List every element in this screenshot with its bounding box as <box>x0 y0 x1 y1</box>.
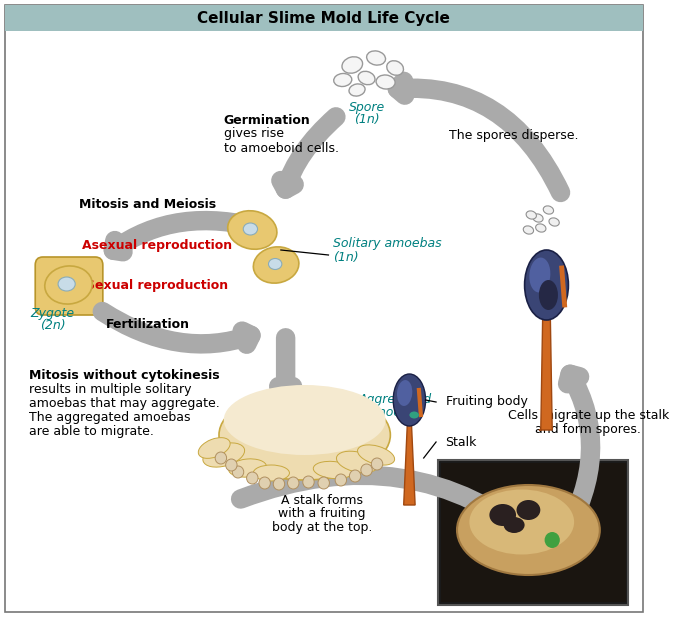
Text: body at the top.: body at the top. <box>271 521 372 534</box>
Text: Cells migrate up the stalk: Cells migrate up the stalk <box>508 408 669 421</box>
Circle shape <box>233 466 243 478</box>
Text: (1n): (1n) <box>354 114 379 126</box>
Ellipse shape <box>342 57 362 73</box>
Ellipse shape <box>490 504 516 526</box>
Ellipse shape <box>387 60 403 75</box>
Text: Mitosis without cytokinesis: Mitosis without cytokinesis <box>29 368 219 381</box>
Ellipse shape <box>533 214 543 222</box>
Circle shape <box>318 477 329 489</box>
Text: amoebas: amoebas <box>367 407 424 420</box>
Text: results in multiple solitary: results in multiple solitary <box>29 384 191 397</box>
Text: Aggregated: Aggregated <box>358 394 432 407</box>
Text: Stalk: Stalk <box>445 436 477 449</box>
Circle shape <box>215 452 226 464</box>
Text: (2n): (2n) <box>39 318 65 331</box>
Circle shape <box>335 474 347 486</box>
Ellipse shape <box>269 259 282 270</box>
Circle shape <box>259 477 271 489</box>
Text: are able to migrate.: are able to migrate. <box>29 426 154 439</box>
Text: Germination: Germination <box>224 114 311 126</box>
Text: to amoeboid cells.: to amoeboid cells. <box>224 141 339 154</box>
Circle shape <box>226 459 237 471</box>
Circle shape <box>361 464 372 476</box>
FancyBboxPatch shape <box>441 463 626 602</box>
Ellipse shape <box>397 380 412 406</box>
FancyBboxPatch shape <box>5 5 643 612</box>
FancyBboxPatch shape <box>35 257 103 315</box>
Text: The spores disperse.: The spores disperse. <box>449 128 579 141</box>
Ellipse shape <box>224 385 386 455</box>
Ellipse shape <box>219 390 390 480</box>
Polygon shape <box>404 420 415 505</box>
Ellipse shape <box>524 250 568 320</box>
Text: The aggregated amoebas: The aggregated amoebas <box>29 412 190 424</box>
Circle shape <box>247 472 258 484</box>
Ellipse shape <box>523 226 534 234</box>
FancyBboxPatch shape <box>438 460 628 605</box>
Ellipse shape <box>539 280 558 310</box>
Ellipse shape <box>536 224 546 232</box>
Text: Solitary amoebas: Solitary amoebas <box>333 238 442 251</box>
Ellipse shape <box>526 211 537 219</box>
Text: and form spores.: and form spores. <box>535 423 641 436</box>
Ellipse shape <box>349 84 365 96</box>
Ellipse shape <box>469 489 574 555</box>
Circle shape <box>350 470 361 482</box>
Text: Asexual reproduction: Asexual reproduction <box>82 239 232 252</box>
Text: gives rise: gives rise <box>224 128 284 141</box>
Text: Spore: Spore <box>348 102 385 115</box>
Ellipse shape <box>358 445 394 465</box>
Ellipse shape <box>393 374 426 426</box>
Ellipse shape <box>334 73 352 86</box>
Text: Mitosis and Meiosis: Mitosis and Meiosis <box>79 199 216 212</box>
Text: amoebas that may aggregate.: amoebas that may aggregate. <box>29 397 220 410</box>
Ellipse shape <box>337 451 377 473</box>
Ellipse shape <box>228 459 267 477</box>
Ellipse shape <box>203 443 245 467</box>
Ellipse shape <box>243 223 258 235</box>
Ellipse shape <box>254 247 299 283</box>
Circle shape <box>371 458 383 470</box>
Ellipse shape <box>358 72 375 85</box>
Ellipse shape <box>199 437 230 458</box>
Ellipse shape <box>457 485 600 575</box>
Polygon shape <box>539 310 552 430</box>
Ellipse shape <box>409 412 419 418</box>
Text: A stalk forms: A stalk forms <box>281 494 363 507</box>
Ellipse shape <box>549 218 559 226</box>
Ellipse shape <box>517 500 541 520</box>
Ellipse shape <box>367 51 386 65</box>
Circle shape <box>273 478 285 490</box>
Ellipse shape <box>504 517 524 533</box>
Ellipse shape <box>58 277 75 291</box>
Ellipse shape <box>228 211 277 249</box>
Circle shape <box>288 477 299 489</box>
Text: Fertilization: Fertilization <box>105 318 190 331</box>
Text: Fruiting body: Fruiting body <box>445 395 528 408</box>
FancyBboxPatch shape <box>5 5 643 31</box>
Circle shape <box>545 532 560 548</box>
Text: Cellular Slime Mold Life Cycle: Cellular Slime Mold Life Cycle <box>197 12 450 27</box>
Ellipse shape <box>376 75 395 89</box>
Ellipse shape <box>45 266 92 304</box>
Ellipse shape <box>313 462 353 479</box>
Ellipse shape <box>253 465 290 481</box>
Text: (1n): (1n) <box>333 252 359 265</box>
Text: Sexual reproduction: Sexual reproduction <box>86 278 228 291</box>
Text: Zygote: Zygote <box>31 307 74 320</box>
Circle shape <box>303 476 314 488</box>
Ellipse shape <box>543 206 554 214</box>
Ellipse shape <box>529 257 550 292</box>
Text: with a fruiting: with a fruiting <box>278 508 366 521</box>
